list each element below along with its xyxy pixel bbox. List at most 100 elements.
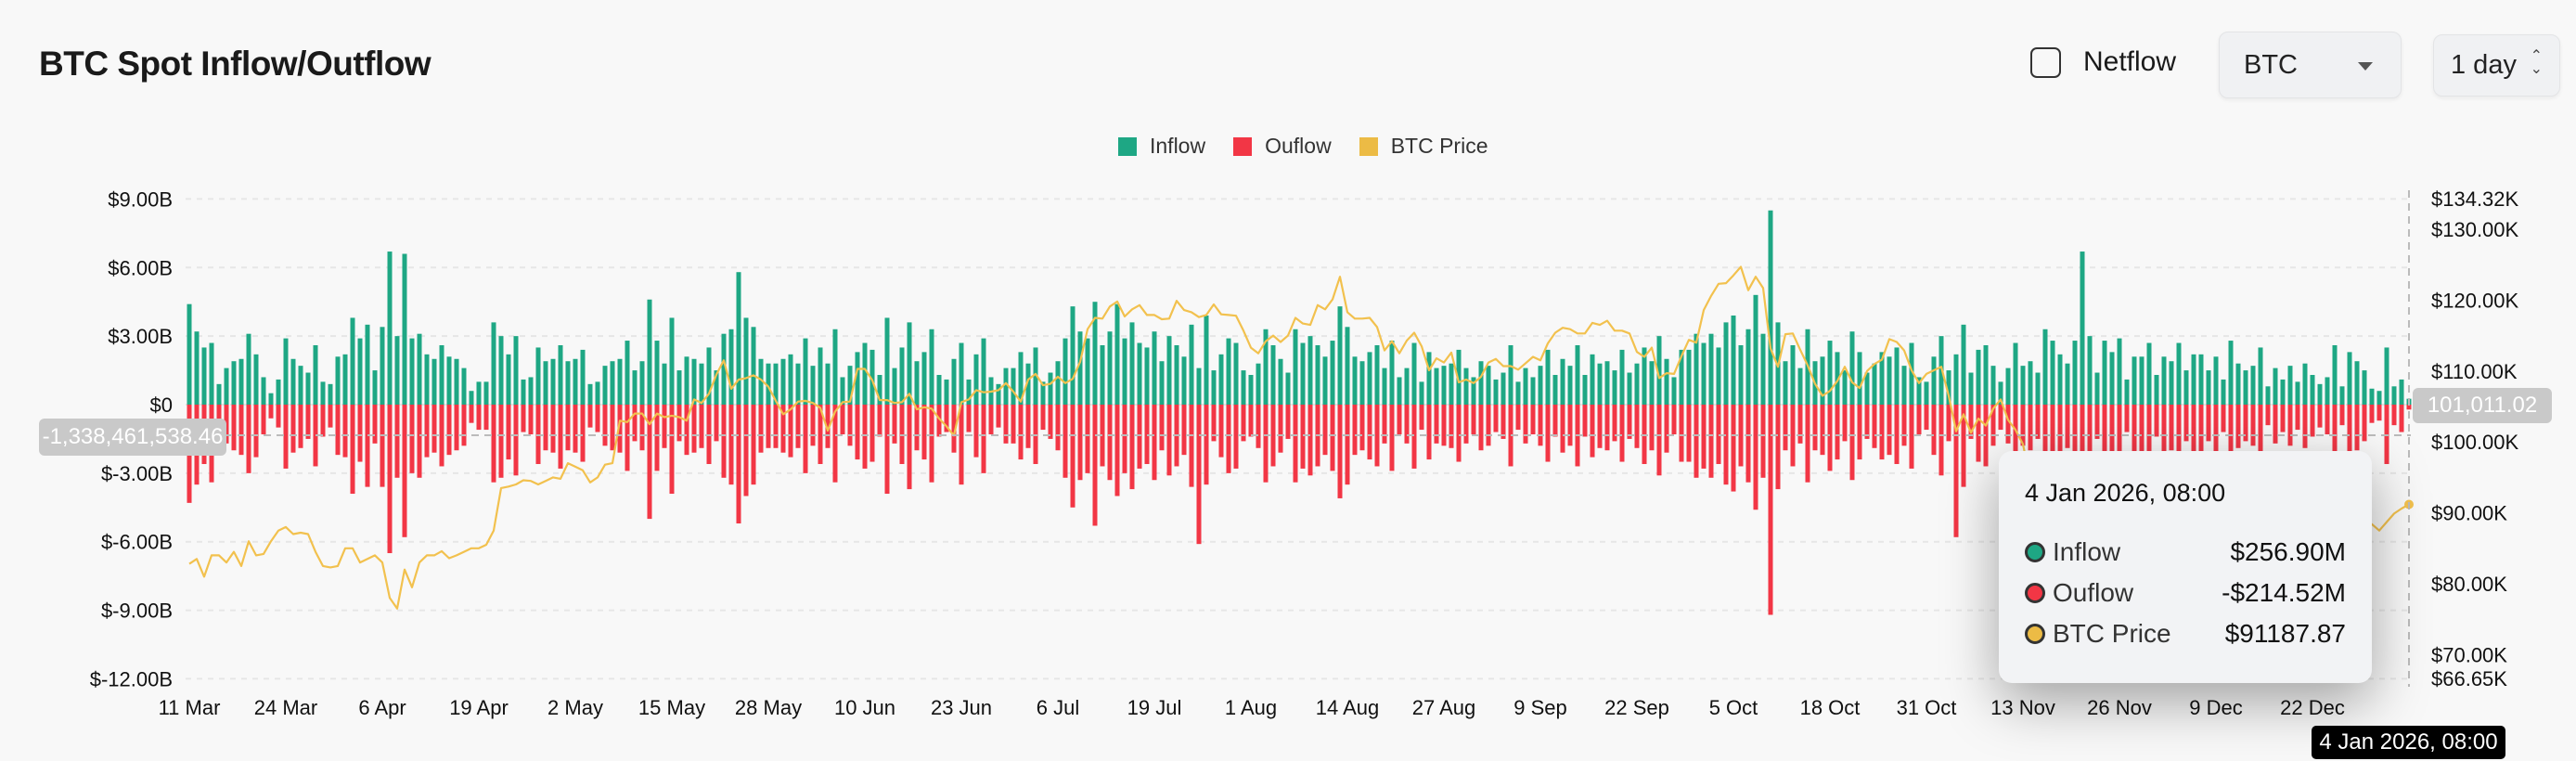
outflow-bar [268, 405, 274, 419]
outflow-bar [1538, 405, 1543, 446]
outflow-bar [261, 405, 266, 435]
outflow-bar [1790, 405, 1796, 467]
outflow-bar [1783, 405, 1788, 451]
legend-item-outflow[interactable]: Ouflow [1233, 134, 1332, 159]
outflow-bar [1389, 405, 1395, 471]
outflow-bar [684, 405, 689, 456]
inflow-bar [1590, 354, 1595, 405]
outflow-bar [2020, 405, 2026, 446]
tooltip-date: 4 Jan 2026, 08:00 [2025, 479, 2226, 507]
outflow-bar [1352, 405, 1358, 456]
inflow-bar [387, 252, 393, 405]
outflow-bar [1879, 405, 1885, 460]
inflow-dot-icon [2025, 542, 2045, 562]
outflow-bar [1872, 405, 1877, 448]
outflow-bar [1196, 405, 1202, 545]
inflow-bar [647, 299, 652, 405]
inflow-bar [2317, 383, 2323, 405]
outflow-bar [1137, 405, 1142, 469]
inflow-bar [535, 347, 541, 405]
outflow-bar [625, 405, 630, 471]
inflow-bar [1835, 352, 1840, 405]
inflow-bar [921, 352, 927, 405]
outflow-bar [1679, 405, 1684, 462]
outflow-bar [1656, 405, 1662, 476]
left-axis-tick-label: $9.00B [108, 187, 173, 211]
outflow-bar [617, 405, 623, 453]
inflow-bar [1397, 377, 1402, 405]
outflow-bar [1063, 405, 1068, 478]
outflow-bar [1456, 405, 1462, 462]
tooltip-value: $256.90M [2230, 537, 2346, 566]
outflow-bar [2154, 405, 2159, 437]
outflow-bar [1270, 405, 1276, 467]
inflow-bar [2072, 341, 2078, 405]
inflow-bar [1604, 361, 1610, 405]
inflow-bar [1545, 349, 1551, 405]
inflow-bar [602, 366, 608, 405]
outflow-bar [231, 405, 237, 451]
outflow-bar [966, 405, 972, 432]
inflow-bar [1018, 352, 1024, 405]
outflow-bar [1887, 405, 1892, 456]
inflow-bar [1055, 361, 1061, 405]
netflow-toggle[interactable]: Netflow [2030, 46, 2176, 78]
outflow-bar [320, 405, 326, 437]
inflow-bar [1211, 370, 1217, 405]
inflow-bar [1872, 363, 1877, 405]
inflow-bar [1827, 341, 1833, 405]
inflow-bar [2035, 372, 2041, 405]
outflow-bar [2280, 405, 2286, 432]
left-axis-tick-label: $-3.00B [101, 462, 173, 485]
inflow-bar [1352, 356, 1358, 405]
outflow-bar [973, 405, 979, 458]
outflow-bar [610, 405, 615, 451]
x-axis-tick-label: 22 Sep [1604, 696, 1669, 719]
netflow-checkbox[interactable] [2030, 46, 2061, 78]
inflow-bar [1953, 354, 1959, 405]
outflow-bar [1011, 405, 1016, 444]
inflow-bar [1567, 366, 1573, 405]
inflow-bar [187, 303, 192, 405]
inflow-bar [2228, 341, 2234, 405]
inflow-bar [2013, 342, 2018, 405]
inflow-bar [246, 333, 251, 405]
inflow-bar [1063, 338, 1068, 405]
outflow-bar [1768, 405, 1773, 615]
inflow-bar [1731, 315, 1736, 405]
inflow-bar [1033, 347, 1038, 405]
outflow-bar [1426, 405, 1432, 460]
coin-select[interactable]: BTC [2219, 32, 2402, 98]
inflow-bar [818, 347, 823, 405]
outflow-bar [1070, 405, 1075, 508]
outflow-bar [714, 405, 719, 442]
inflow-bar [832, 329, 838, 405]
outflow-bar [491, 405, 496, 483]
inflow-bar [981, 338, 986, 405]
inflow-bar [313, 344, 318, 405]
legend-item-btc-price[interactable]: BTC Price [1359, 134, 1488, 159]
outflow-bar [1129, 405, 1135, 490]
inflow-bar [736, 272, 741, 405]
inflow-bar [773, 363, 779, 405]
outflow-bar [2169, 405, 2174, 451]
outflow-bar [2369, 405, 2375, 423]
outflow-bar [1582, 405, 1588, 437]
inflow-bar [728, 329, 734, 405]
outflow-bar [2310, 405, 2315, 437]
inflow-bar [1129, 322, 1135, 405]
interval-select[interactable]: 1 day ⌃ ⌄ [2433, 34, 2560, 97]
inflow-bar [1486, 366, 1491, 405]
inflow-bar [899, 347, 905, 405]
legend-label: BTC Price [1390, 134, 1488, 158]
outflow-bar [1404, 405, 1410, 444]
outflow-bar [1560, 405, 1565, 453]
outflow-bar [454, 405, 459, 451]
outflow-bar [276, 405, 281, 428]
inflow-bar [2310, 374, 2315, 405]
inflow-bar [1434, 368, 1439, 405]
outflow-bar [1018, 405, 1024, 460]
legend-item-inflow[interactable]: Inflow [1118, 134, 1205, 159]
inflow-bar [721, 333, 727, 405]
